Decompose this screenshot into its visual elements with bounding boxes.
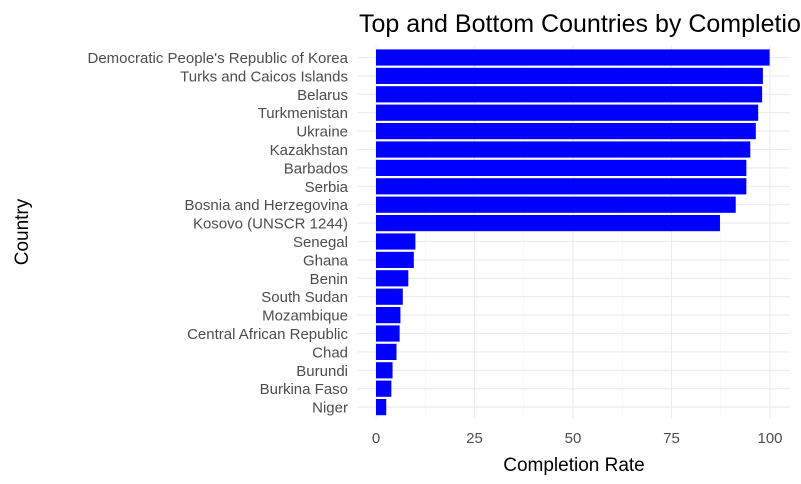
bar <box>376 67 763 84</box>
bar <box>376 251 414 268</box>
y-tick-label: Burkina Faso <box>260 381 348 398</box>
y-tick-label: Bosnia and Herzegovina <box>185 197 349 214</box>
y-axis-title: Country <box>12 198 33 265</box>
x-axis-title: Completion Rate <box>503 455 645 476</box>
y-tick-label: Kazakhstan <box>270 142 348 159</box>
bar <box>376 104 759 121</box>
y-tick-label: Benin <box>310 271 348 288</box>
bar <box>376 343 397 360</box>
bar <box>376 159 747 176</box>
y-tick-label: Barbados <box>284 160 348 177</box>
bar <box>376 362 393 379</box>
y-tick-label: Niger <box>312 400 348 417</box>
bar <box>376 380 392 397</box>
y-tick-label: Chad <box>312 344 348 361</box>
bars <box>376 49 770 416</box>
y-tick-label: Turkmenistan <box>258 105 348 122</box>
bar <box>376 196 736 213</box>
y-tick-label: Democratic People's Republic of Korea <box>88 50 349 67</box>
bar <box>376 325 400 342</box>
y-tick-label: Burundi <box>296 363 348 380</box>
bar <box>376 123 756 140</box>
y-tick-label: Serbia <box>305 179 349 196</box>
bar <box>376 215 720 232</box>
y-tick-label: Senegal <box>293 234 348 251</box>
x-tick-labels: 0 25 50 75 100 <box>372 430 783 447</box>
y-tick-label: Belarus <box>297 87 348 104</box>
y-tick-label: Turks and Caicos Islands <box>180 68 348 85</box>
y-tick-label: Ghana <box>303 252 349 269</box>
chart-title: Top and Bottom Countries by Completion R… <box>359 10 801 38</box>
y-tick-label: Mozambique <box>262 308 348 325</box>
x-tick-label: 0 <box>372 430 380 447</box>
x-tick-label: 100 <box>757 430 782 447</box>
y-tick-label: Central African Republic <box>187 326 348 343</box>
bar <box>376 141 751 158</box>
y-tick-label: Ukraine <box>296 124 348 141</box>
bar <box>376 307 401 324</box>
x-tick-label: 25 <box>466 430 483 447</box>
bar <box>376 233 416 250</box>
x-tick-label: 75 <box>663 430 680 447</box>
bar <box>376 270 409 287</box>
bar <box>376 288 403 305</box>
bar <box>376 399 387 416</box>
bar <box>376 178 747 195</box>
y-tick-label: Kosovo (UNSCR 1244) <box>193 216 348 233</box>
bar <box>376 49 770 66</box>
y-tick-labels: Democratic People's Republic of KoreaTur… <box>88 50 349 417</box>
bar <box>376 86 763 103</box>
y-tick-label: South Sudan <box>261 289 348 306</box>
x-tick-label: 50 <box>565 430 582 447</box>
